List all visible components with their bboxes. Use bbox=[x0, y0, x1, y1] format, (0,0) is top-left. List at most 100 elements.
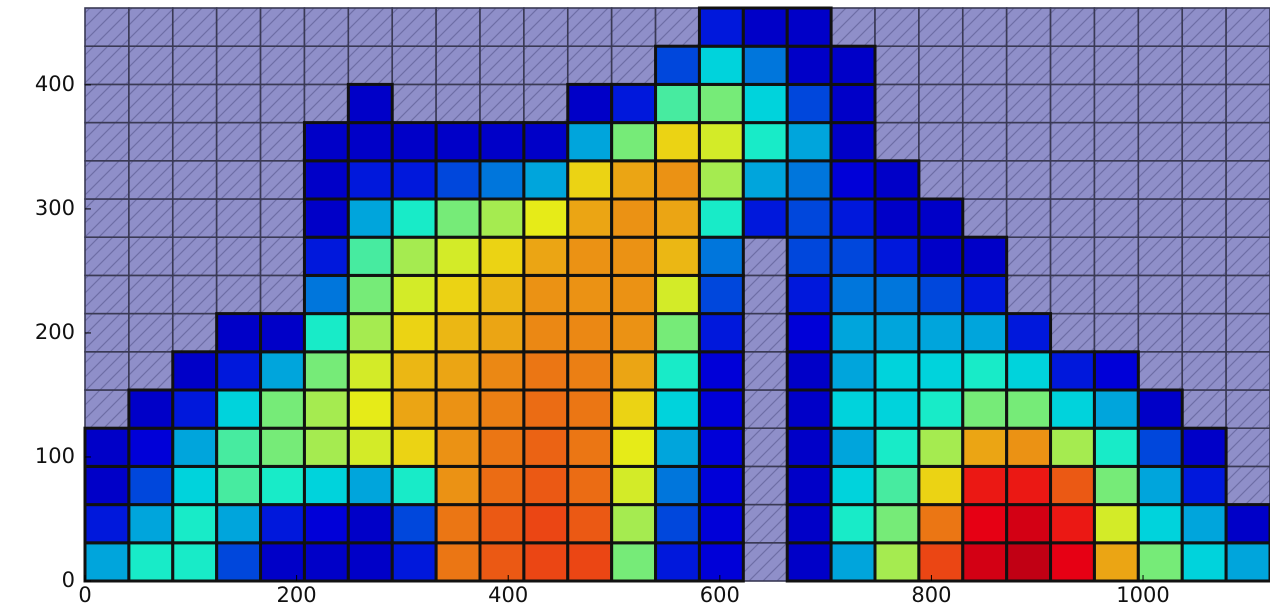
y-tick-label: 200 bbox=[35, 320, 75, 344]
masked-cell bbox=[1051, 199, 1095, 237]
chart: 010020030040002004006008001000 bbox=[0, 0, 1270, 609]
masked-cell bbox=[1051, 275, 1095, 313]
heat-cell bbox=[612, 123, 656, 161]
heat-cell bbox=[1182, 428, 1226, 466]
masked-cell bbox=[743, 505, 787, 543]
masked-cell bbox=[173, 199, 217, 237]
heat-cell bbox=[436, 428, 480, 466]
masked-cell bbox=[261, 123, 305, 161]
heat-cell bbox=[568, 390, 612, 428]
heat-cell bbox=[392, 543, 436, 581]
masked-cell bbox=[1051, 314, 1095, 352]
heat-cell bbox=[173, 466, 217, 504]
masked-cell bbox=[261, 84, 305, 122]
masked-cell bbox=[480, 8, 524, 46]
masked-cell bbox=[217, 46, 261, 84]
masked-cell bbox=[743, 390, 787, 428]
heat-cell bbox=[787, 84, 831, 122]
heat-cell bbox=[699, 314, 743, 352]
heat-cell bbox=[217, 543, 261, 581]
heat-cell bbox=[963, 543, 1007, 581]
heat-cell bbox=[392, 161, 436, 199]
heat-cell bbox=[875, 505, 919, 543]
masked-cell bbox=[304, 46, 348, 84]
heat-cell bbox=[1007, 466, 1051, 504]
masked-cell bbox=[129, 275, 173, 313]
heat-cell bbox=[1051, 428, 1095, 466]
heat-cell bbox=[875, 466, 919, 504]
masked-cell bbox=[85, 314, 129, 352]
heat-cell bbox=[524, 390, 568, 428]
masked-cell bbox=[1226, 275, 1270, 313]
heat-cell bbox=[1051, 390, 1095, 428]
masked-cell bbox=[1182, 352, 1226, 390]
heat-cell bbox=[129, 428, 173, 466]
heat-cell bbox=[524, 505, 568, 543]
heat-cell bbox=[436, 543, 480, 581]
heat-cell bbox=[919, 275, 963, 313]
heat-cell bbox=[304, 199, 348, 237]
heat-cell bbox=[524, 161, 568, 199]
heat-cell bbox=[568, 428, 612, 466]
heat-cell bbox=[699, 505, 743, 543]
masked-cell bbox=[524, 8, 568, 46]
heat-cell bbox=[85, 466, 129, 504]
heat-cell bbox=[261, 352, 305, 390]
masked-cell bbox=[129, 123, 173, 161]
heat-cell bbox=[217, 428, 261, 466]
heat-cell bbox=[1226, 505, 1270, 543]
masked-cell bbox=[217, 123, 261, 161]
heat-cell bbox=[787, 275, 831, 313]
masked-cell bbox=[743, 428, 787, 466]
heat-cell bbox=[1051, 505, 1095, 543]
heat-cell bbox=[919, 199, 963, 237]
masked-cell bbox=[392, 46, 436, 84]
heat-cell bbox=[699, 543, 743, 581]
heat-cell bbox=[656, 84, 700, 122]
masked-cell bbox=[875, 46, 919, 84]
heat-cell bbox=[348, 505, 392, 543]
heat-cell bbox=[129, 466, 173, 504]
masked-cell bbox=[129, 84, 173, 122]
heat-cell bbox=[787, 123, 831, 161]
x-tick-label: 0 bbox=[78, 583, 91, 607]
masked-cell bbox=[1007, 237, 1051, 275]
heat-cell bbox=[743, 46, 787, 84]
masked-cell bbox=[1094, 275, 1138, 313]
x-tick-label: 800 bbox=[911, 583, 951, 607]
heat-cell bbox=[392, 505, 436, 543]
masked-cell bbox=[963, 8, 1007, 46]
heat-cell bbox=[480, 123, 524, 161]
masked-cell bbox=[261, 46, 305, 84]
heat-cell bbox=[480, 199, 524, 237]
masked-cell bbox=[875, 123, 919, 161]
heat-cell bbox=[656, 237, 700, 275]
masked-cell bbox=[85, 390, 129, 428]
masked-cell bbox=[173, 275, 217, 313]
heat-cell bbox=[348, 314, 392, 352]
heat-cell bbox=[568, 543, 612, 581]
heat-cell bbox=[436, 505, 480, 543]
heat-cell bbox=[963, 505, 1007, 543]
heat-cell bbox=[1138, 543, 1182, 581]
heat-cell bbox=[831, 543, 875, 581]
heat-cell bbox=[304, 314, 348, 352]
heat-cell bbox=[963, 237, 1007, 275]
heat-cell bbox=[831, 466, 875, 504]
masked-cell bbox=[304, 8, 348, 46]
masked-cell bbox=[173, 123, 217, 161]
masked-cell bbox=[1226, 84, 1270, 122]
masked-cell bbox=[612, 8, 656, 46]
heat-cell bbox=[831, 237, 875, 275]
masked-cell bbox=[1094, 199, 1138, 237]
heat-cell bbox=[173, 505, 217, 543]
masked-cell bbox=[1182, 314, 1226, 352]
masked-cell bbox=[1138, 314, 1182, 352]
heat-cell bbox=[919, 314, 963, 352]
heat-cell bbox=[699, 237, 743, 275]
masked-cell bbox=[436, 84, 480, 122]
heat-cell bbox=[436, 123, 480, 161]
y-tick-label: 400 bbox=[35, 72, 75, 96]
heat-cell bbox=[787, 505, 831, 543]
masked-cell bbox=[1226, 161, 1270, 199]
